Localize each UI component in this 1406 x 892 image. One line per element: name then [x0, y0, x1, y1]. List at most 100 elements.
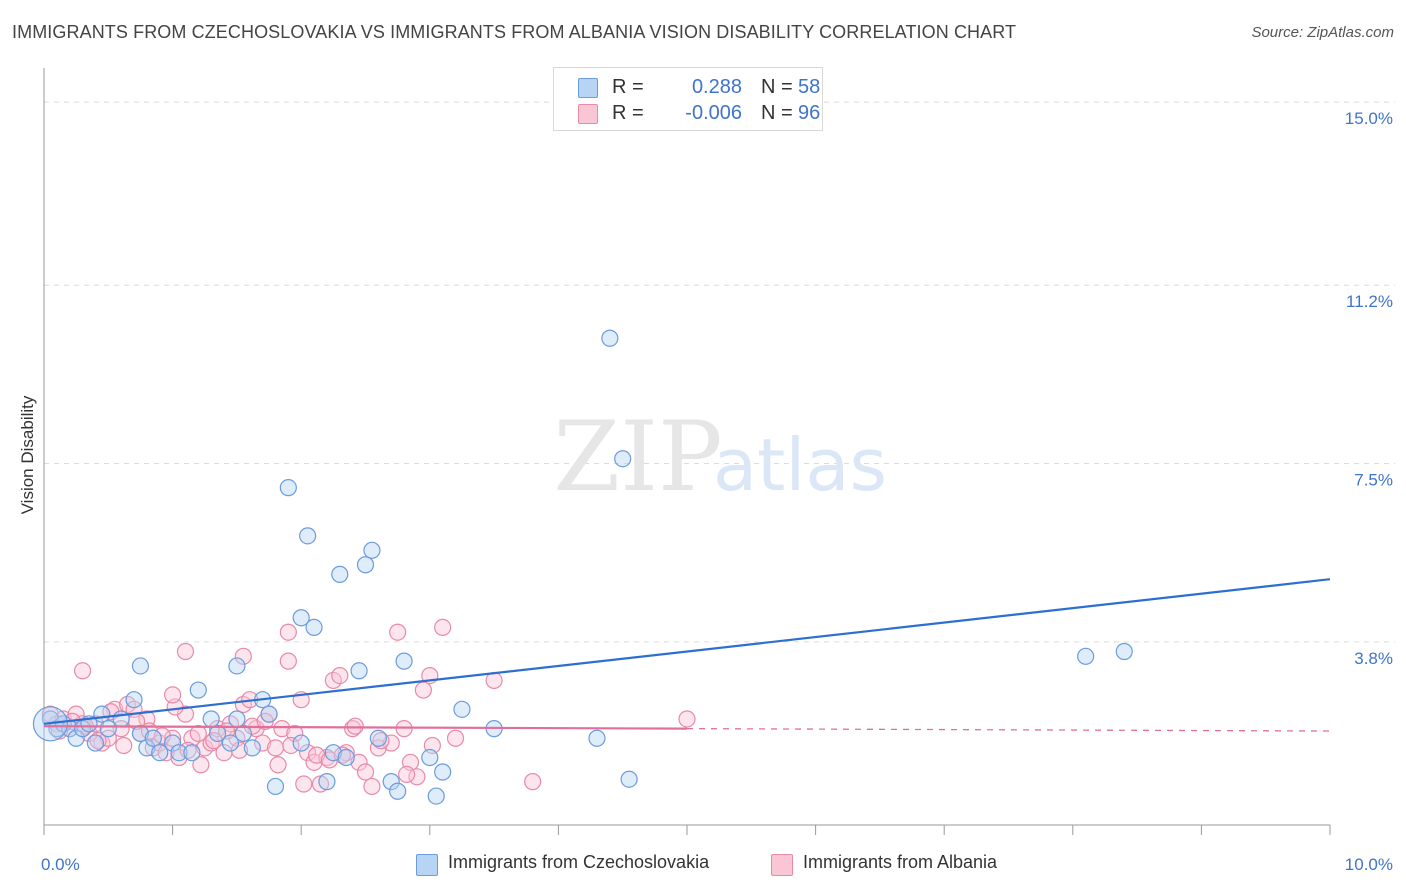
- albania-point: [170, 748, 188, 767]
- n-label: N =: [761, 102, 793, 124]
- czechoslovakia-point: [125, 691, 143, 709]
- r-label: R =: [612, 102, 644, 124]
- albania-point: [414, 681, 432, 699]
- albania-point: [73, 662, 92, 680]
- albania-point: [115, 736, 133, 755]
- czechoslovakia-point: [318, 773, 336, 791]
- czechoslovakia-point: [209, 724, 227, 743]
- albania-point: [273, 720, 291, 738]
- czechoslovakia-point: [221, 734, 240, 752]
- albania-point: [346, 717, 364, 735]
- czechoslovakia-point: [305, 618, 323, 637]
- czechoslovakia-point: [67, 729, 85, 747]
- czechoslovakia-point: [614, 450, 632, 468]
- albania-point: [282, 736, 300, 755]
- y-tick-label: 3.8%: [1354, 649, 1393, 668]
- czechoslovakia-point: [601, 329, 619, 347]
- albania-point: [295, 775, 313, 793]
- y-tick-label: 15.0%: [1345, 109, 1393, 128]
- czechoslovakia-swatch: [416, 854, 438, 876]
- czechoslovakia-point: [299, 527, 317, 545]
- albania-point: [164, 686, 182, 704]
- gridlines: [44, 101, 1395, 643]
- czechoslovakia-point: [183, 744, 201, 762]
- czechoslovakia-point: [395, 652, 413, 670]
- albania-point: [356, 763, 375, 781]
- x-tick-label: 0.0%: [41, 855, 80, 874]
- y-tick-label: 11.2%: [1346, 292, 1393, 311]
- czechoslovakia-point: [363, 541, 381, 559]
- czechoslovakia-point: [131, 724, 150, 743]
- r-value: 0.288: [691, 76, 742, 98]
- czechoslovakia-point: [331, 565, 349, 583]
- albania-point: [192, 756, 210, 774]
- czechoslovakia-point: [228, 657, 246, 675]
- r-value: -0.006: [685, 102, 742, 124]
- czechoslovakia-point: [421, 748, 439, 767]
- czechoslovakia-point: [164, 734, 182, 752]
- albania-point: [234, 647, 252, 665]
- y-axis-label: Vision Disability: [18, 395, 37, 515]
- albania-point: [86, 715, 105, 733]
- czechoslovakia-point: [620, 770, 638, 788]
- albania-swatch: [771, 854, 793, 876]
- watermark-zip: ZIP: [553, 401, 722, 513]
- albania-point: [176, 642, 195, 661]
- czechoslovakia-point: [292, 734, 310, 752]
- legend-label: Immigrants from Czechoslovakia: [448, 852, 710, 872]
- albania-point: [269, 756, 287, 774]
- albania-point: [99, 729, 117, 747]
- czechoslovakia-point: [234, 724, 252, 743]
- czechoslovakia-point: [86, 734, 105, 752]
- trend-lines: [43, 578, 1331, 732]
- n-value: 96: [798, 102, 821, 124]
- albania-point: [398, 765, 416, 783]
- chart-source: Source: ZipAtlas.com: [1251, 24, 1394, 41]
- czechoslovakia-point: [453, 700, 471, 718]
- albania-point: [344, 720, 362, 738]
- czechoslovakia-point: [260, 705, 278, 723]
- albania-trend-extension: [686, 727, 1331, 732]
- correlation-legend: R = 0.288 N = 58 R = -0.006 N = 96: [553, 67, 823, 131]
- czechoslovakia-point: [350, 662, 368, 680]
- czechoslovakia-point: [266, 777, 285, 796]
- albania-trend-line: [43, 725, 688, 730]
- albania-point: [331, 666, 349, 685]
- czechoslovakia-point: [189, 681, 207, 699]
- albania-point: [230, 741, 249, 759]
- albania-point: [157, 744, 175, 762]
- czechoslovakia-point: [202, 710, 220, 728]
- czechoslovakia-swatch: [578, 78, 598, 98]
- czechoslovakia-point: [337, 748, 355, 767]
- albania-point: [350, 753, 368, 771]
- n-label: N =: [761, 76, 793, 98]
- albania-point: [382, 734, 400, 752]
- czechoslovakia-point: [427, 787, 445, 805]
- albania-point: [308, 746, 326, 764]
- czechoslovakia-point: [356, 556, 375, 574]
- albania-swatch: [578, 104, 598, 124]
- czechoslovakia-point: [292, 609, 310, 627]
- albania-point: [446, 729, 465, 747]
- n-value: 58: [798, 76, 821, 98]
- czechoslovakia-point: [131, 657, 150, 675]
- albania-point: [279, 623, 297, 641]
- axes: [43, 68, 1331, 835]
- x-tick-label: 10.0%: [1345, 855, 1393, 874]
- czechoslovakia-point: [243, 739, 261, 757]
- albania-point: [189, 724, 207, 743]
- albania-point: [164, 729, 182, 747]
- albania-point: [524, 773, 542, 791]
- czechoslovakia-point: [151, 744, 169, 762]
- czechoslovakia-point: [93, 705, 111, 723]
- albania-point: [266, 739, 285, 757]
- czechoslovakia-point: [279, 479, 297, 497]
- albania-point: [408, 768, 426, 786]
- albania-point: [372, 732, 390, 750]
- czechoslovakia-point: [228, 710, 246, 728]
- albania-point: [202, 734, 220, 752]
- czechoslovakia-point: [138, 739, 156, 757]
- data-points: [32, 329, 1133, 805]
- albania-point: [363, 777, 381, 796]
